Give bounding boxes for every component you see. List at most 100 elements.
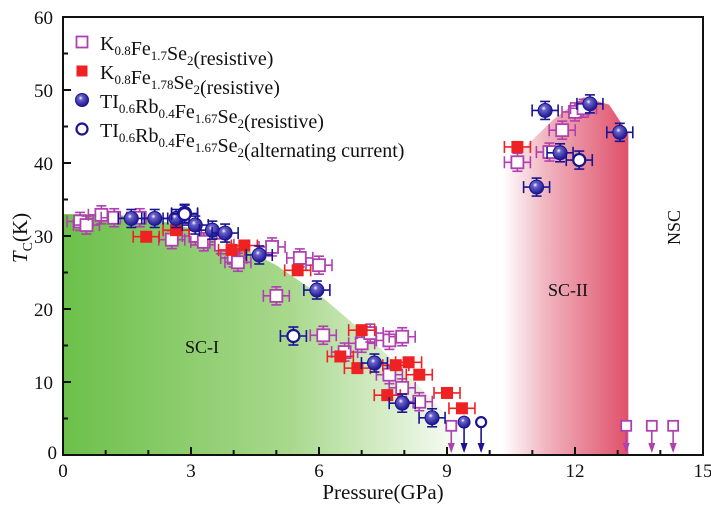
data-marker <box>312 258 326 273</box>
marker-shape <box>529 179 545 195</box>
data-marker <box>445 419 458 432</box>
data-point <box>448 402 476 415</box>
marker-shape <box>645 419 658 432</box>
legend-subscript: 0.4 <box>158 106 175 121</box>
legend-subscript: 1.67 <box>195 140 218 155</box>
marker-shape <box>196 234 211 249</box>
data-point <box>503 140 532 153</box>
marker-shape <box>395 380 410 395</box>
upper-limit-point <box>475 416 488 453</box>
x-tick-label: 15 <box>694 461 711 482</box>
data-point <box>303 280 331 300</box>
legend-subscript: 2 <box>237 116 244 131</box>
data-point <box>565 150 594 170</box>
marker-shape <box>269 288 284 303</box>
upper-limit-arrow-head <box>622 443 630 453</box>
region-label-sc-i: SC-I <box>185 337 219 357</box>
data-point <box>388 393 417 413</box>
data-marker <box>196 234 211 249</box>
data-marker <box>309 282 325 298</box>
marker-shape <box>75 35 89 49</box>
upper-limit-arrow-head <box>648 443 656 453</box>
marker-shape <box>291 264 304 277</box>
data-marker <box>667 419 680 432</box>
marker-shape <box>217 225 233 241</box>
upper-limit-point <box>645 419 658 453</box>
data-point <box>245 245 274 265</box>
data-marker <box>511 140 524 153</box>
marker-shape <box>455 402 468 415</box>
axes-layer: 0 3 6 9 12 15 0 10 20 30 40 50 60 <box>34 8 711 482</box>
legend-item-1: K0.8Fe1.78Se2(resistive) <box>76 62 280 99</box>
marker-shape <box>667 419 680 432</box>
y-tick-label: 0 <box>48 443 58 464</box>
data-point <box>117 208 146 229</box>
data-point <box>309 325 338 346</box>
legend-subscript: 0.6 <box>119 101 136 116</box>
data-point <box>503 152 532 173</box>
data-marker <box>381 389 394 402</box>
series-3 <box>170 150 594 453</box>
y-axis-title: TC(K) <box>8 213 36 263</box>
marker-shape <box>381 389 394 402</box>
data-marker <box>412 394 427 409</box>
marker-shape <box>286 328 301 344</box>
x-axis-title: Pressure(GPa) <box>322 480 443 504</box>
data-marker <box>355 324 368 337</box>
data-marker <box>457 415 471 429</box>
upper-limit-arrow-head <box>477 443 485 453</box>
legend-text-part: Se <box>173 72 193 94</box>
legend-marker <box>76 65 88 77</box>
x-tick-label: 9 <box>442 461 452 482</box>
region-sc-i <box>63 214 473 455</box>
data-marker <box>572 152 587 168</box>
marker-shape <box>312 258 326 273</box>
marker-shape <box>140 230 153 243</box>
legend-text-part: K <box>100 33 115 55</box>
points-layer <box>66 94 680 453</box>
marker-shape <box>382 367 397 382</box>
data-marker <box>140 230 153 243</box>
data-marker <box>645 419 658 432</box>
marker-shape <box>582 96 598 112</box>
marker-shape <box>334 350 347 363</box>
data-marker <box>455 402 468 415</box>
legend-text-part: (resistive) <box>200 77 280 99</box>
y-tick-label: 20 <box>34 300 53 321</box>
marker-shape <box>147 210 163 226</box>
legend-label: K0.8Fe1.7Se2(resistive) <box>100 33 273 70</box>
legend-marker <box>75 35 89 49</box>
data-marker <box>537 102 553 118</box>
legend-label: K0.8Fe1.78Se2(resistive) <box>100 62 280 99</box>
data-marker <box>251 247 267 263</box>
legend-subscript: 0.8 <box>114 72 130 87</box>
data-marker <box>231 255 245 270</box>
upper-limit-arrow-head <box>669 443 677 453</box>
data-marker <box>334 350 347 363</box>
y-tick-label: 40 <box>34 154 53 175</box>
upper-limit-arrow-head <box>447 443 455 453</box>
data-point <box>531 100 559 121</box>
legend-text-part: (resistive) <box>193 48 273 70</box>
data-marker <box>177 207 192 222</box>
marker-shape <box>412 394 427 409</box>
data-point <box>132 230 160 243</box>
data-marker <box>79 218 94 232</box>
marker-shape <box>537 102 553 118</box>
marker-shape <box>424 410 440 426</box>
legend-item-3: TI0.6Rb0.4Fe1.67Se2(alternating current) <box>75 120 404 162</box>
labels-layer: SC-I SC-II NSC Pressure(GPa) TC(K) <box>8 210 684 504</box>
marker-shape <box>394 395 410 411</box>
legend-text-part: Fe <box>131 67 151 89</box>
data-point <box>394 356 423 369</box>
legend-text-part: Se <box>217 135 237 157</box>
legend-marker <box>75 122 89 136</box>
marker-shape <box>75 93 89 107</box>
marker-shape <box>75 122 89 136</box>
data-marker <box>238 239 251 252</box>
data-marker <box>555 123 570 138</box>
data-point <box>258 237 286 257</box>
x-tick-label: 3 <box>186 461 196 482</box>
marker-shape <box>76 65 88 77</box>
data-marker <box>402 356 415 369</box>
